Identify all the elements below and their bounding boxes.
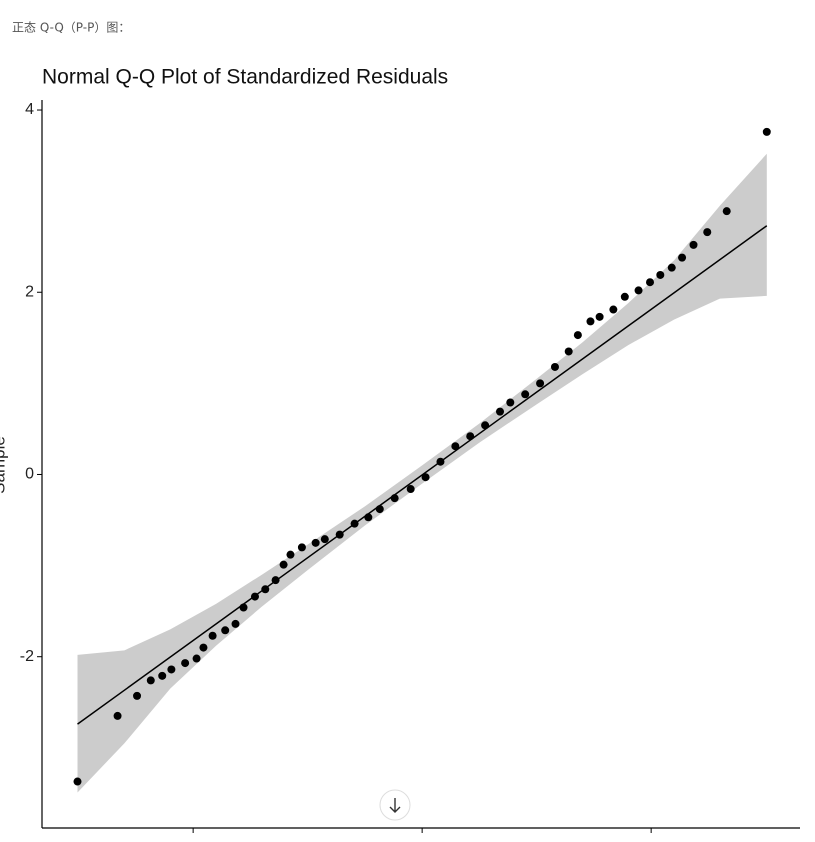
point (564, 347, 573, 356)
point (320, 535, 329, 544)
point (451, 442, 460, 451)
point (595, 312, 604, 321)
point (703, 228, 712, 237)
point (667, 263, 676, 272)
reference-line (77, 225, 768, 725)
point (656, 270, 665, 279)
point (550, 362, 559, 371)
point (364, 513, 373, 522)
point (506, 398, 515, 407)
point (689, 240, 698, 249)
point (496, 407, 505, 416)
point (406, 485, 415, 494)
point (586, 317, 595, 326)
header-text: 正态 Q-Q（P-P）图： (12, 21, 130, 35)
point (113, 711, 122, 720)
point (192, 654, 201, 663)
point (536, 379, 545, 388)
y-tick-label: -2 (20, 648, 34, 665)
point (208, 631, 217, 640)
point (646, 278, 655, 287)
point (466, 432, 475, 441)
scroll-down-button[interactable] (379, 789, 411, 821)
point (133, 691, 142, 700)
point (609, 305, 618, 314)
point (271, 576, 280, 585)
point (221, 626, 230, 635)
point (146, 676, 155, 685)
point (436, 457, 445, 466)
y-tick-label: 4 (25, 101, 34, 118)
point (239, 603, 248, 612)
plot: -2 0 2 4 (20, 100, 800, 833)
point (261, 585, 270, 594)
y-axis-label: Sample (0, 436, 8, 494)
point (199, 643, 208, 652)
point (375, 505, 384, 514)
point (390, 494, 399, 503)
confidence-band (77, 153, 767, 793)
y-tick-label: 2 (25, 283, 34, 300)
arrow-icon[interactable] (389, 798, 401, 813)
point (297, 543, 306, 552)
point (158, 671, 167, 680)
point (350, 519, 359, 528)
point (286, 550, 295, 559)
point (620, 292, 629, 301)
point (678, 253, 687, 262)
point (279, 560, 288, 569)
point (573, 331, 582, 340)
point (181, 659, 190, 668)
point (335, 530, 344, 539)
point (722, 207, 731, 216)
point (311, 538, 320, 547)
point (521, 390, 530, 399)
point (250, 592, 259, 601)
y-tick-label: 0 (25, 466, 34, 483)
point (762, 127, 771, 136)
point (73, 777, 82, 786)
chart-title: Normal Q-Q Plot of Standardized Residual… (42, 66, 448, 89)
point (481, 421, 490, 430)
point (231, 619, 240, 628)
point (634, 286, 643, 295)
point (421, 473, 430, 482)
point (167, 665, 176, 674)
